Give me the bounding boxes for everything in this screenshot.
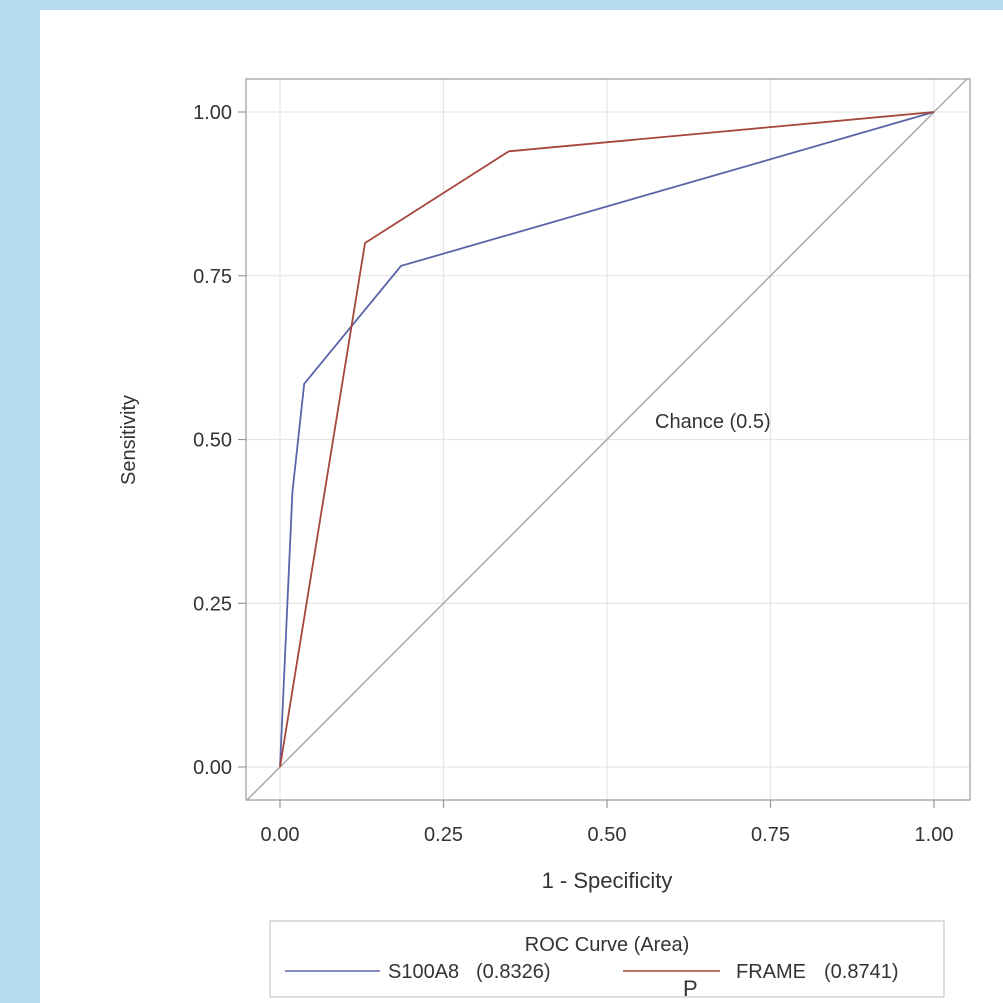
x-axis-label: 1 - Specificity — [542, 868, 673, 893]
x-tick-label: 1.00 — [915, 824, 954, 846]
roc-line-s100a8 — [279, 111, 935, 768]
y-tick-label: 0.75 — [193, 266, 232, 288]
legend-box — [269, 920, 945, 998]
y-tick-label: 0.50 — [193, 430, 232, 452]
y-axis-label: Sensitivity — [118, 395, 140, 485]
x-tick-label: 0.50 — [588, 824, 627, 846]
chance-label: Chance (0.5) — [655, 411, 771, 433]
x-tick-label: 0.00 — [261, 824, 300, 846]
x-tick-label: 0.75 — [751, 824, 790, 846]
annotation-p: P — [683, 976, 698, 1001]
chart-panel — [40, 10, 1003, 1003]
y-tick-label: 0.25 — [193, 593, 232, 615]
legend-title: ROC Curve (Area) — [525, 934, 689, 956]
chance-reference-line — [246, 78, 968, 801]
y-tick-label: 0.00 — [193, 757, 232, 779]
legend-area-s100a8: (0.8326) — [476, 961, 551, 983]
legend-label-s100a8: S100A8 — [388, 961, 459, 983]
series-layer — [279, 111, 935, 768]
legend-area-frame: (0.8741) — [824, 961, 899, 983]
legend-label-frame: FRAME — [736, 961, 806, 983]
x-axis-ticks: 0.00 0.25 0.50 0.75 1.00 — [261, 800, 954, 846]
x-tick-label: 0.25 — [424, 824, 463, 846]
legend: ROC Curve (Area) S100A8 (0.8326) FRAME (… — [269, 920, 945, 998]
y-axis-ticks: 0.00 0.25 0.50 0.75 1.00 — [193, 102, 246, 779]
roc-line-frame — [279, 111, 935, 768]
y-tick-label: 1.00 — [193, 102, 232, 124]
